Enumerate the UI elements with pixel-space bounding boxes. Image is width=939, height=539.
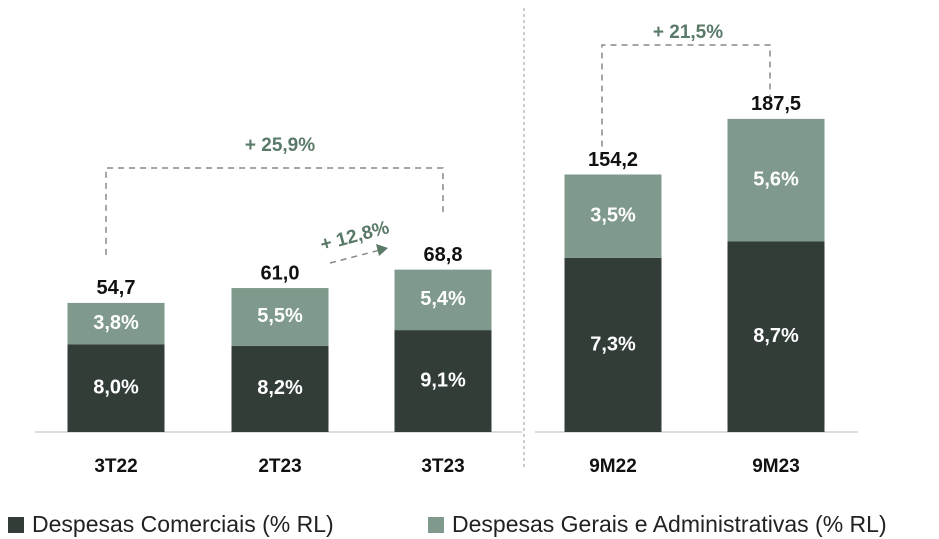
total-label: 154,2 [588, 149, 638, 171]
segment-label: 8,2% [257, 377, 303, 399]
x-tick-label: 9M22 [589, 456, 637, 477]
legend-label: Despesas Gerais e Administrativas (% RL) [452, 511, 887, 537]
annotation: + 21,5% [653, 22, 723, 43]
segment-label: 8,0% [93, 377, 139, 399]
segment-label: 5,5% [257, 305, 303, 327]
annotation: + 25,9% [245, 135, 315, 156]
x-tick-label: 2T23 [258, 456, 301, 477]
x-tick-label: 3T23 [421, 456, 464, 477]
bar-segment [394, 330, 492, 432]
segment-label: 5,4% [420, 288, 466, 310]
bar-segment [564, 257, 662, 432]
total-label: 61,0 [261, 262, 300, 284]
legend-swatch [428, 517, 444, 533]
bar-segment [231, 288, 329, 346]
bar-segment [67, 344, 165, 432]
segment-label: 7,3% [590, 333, 636, 355]
arrowhead [376, 244, 388, 256]
segment-label: 3,8% [93, 312, 139, 334]
total-label: 187,5 [751, 93, 801, 115]
total-label: 54,7 [97, 277, 136, 299]
bar-segment [727, 118, 825, 242]
bar-segment [231, 345, 329, 432]
bar-segment [67, 302, 165, 345]
x-tick-label: 9M23 [752, 456, 800, 477]
segment-label: 8,7% [753, 325, 799, 347]
bar-segment [394, 269, 492, 331]
legend-swatch [8, 517, 24, 533]
x-tick-label: 3T22 [94, 456, 137, 477]
segment-label: 9,1% [420, 369, 466, 391]
legend-label: Despesas Comerciais (% RL) [32, 511, 334, 537]
arrow [329, 249, 381, 264]
bar-segment [727, 241, 825, 432]
bracket [105, 167, 444, 255]
total-label: 68,8 [424, 244, 463, 266]
bar-segment [564, 174, 662, 258]
segment-label: 5,6% [753, 168, 799, 190]
segment-label: 3,5% [590, 204, 636, 226]
